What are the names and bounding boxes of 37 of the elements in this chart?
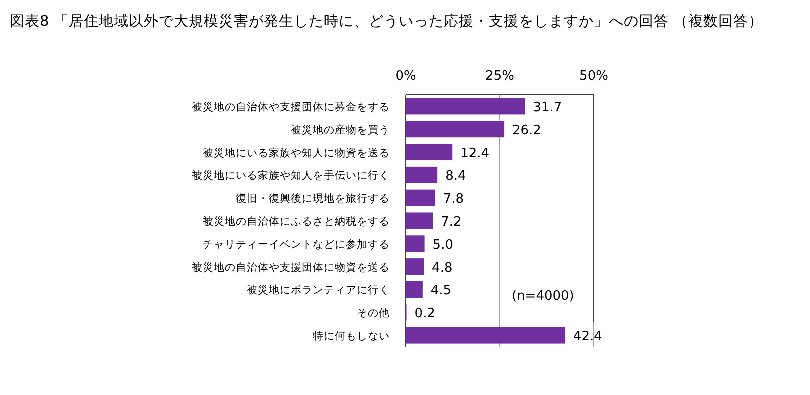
annotation: (n=4000) bbox=[512, 289, 574, 304]
y-tick-label: チャリティーイベントなどに参加する bbox=[203, 238, 390, 251]
bar bbox=[406, 236, 425, 252]
bar bbox=[406, 190, 436, 206]
y-tick-label: 被災地にボランティアに行く bbox=[247, 284, 390, 297]
y-tick-label: その他 bbox=[357, 308, 390, 320]
y-tick-label: 被災地の自治体や支援団体に物資を送る bbox=[192, 260, 390, 274]
x-tick-label: 50% bbox=[580, 69, 608, 84]
bar bbox=[406, 281, 423, 298]
data-label: 26.2 bbox=[512, 123, 542, 138]
x-tick-label: 25% bbox=[486, 69, 514, 84]
bar bbox=[406, 121, 505, 138]
bar bbox=[406, 98, 526, 115]
data-label: 31.7 bbox=[533, 100, 562, 116]
data-label: 4.8 bbox=[432, 260, 453, 276]
data-label: 12.4 bbox=[460, 146, 490, 162]
x-tick-label: 0% bbox=[396, 69, 416, 84]
data-label: 7.8 bbox=[443, 192, 464, 208]
bar bbox=[406, 327, 566, 344]
y-tick-label: 復旧・復興後に現地を旅行する bbox=[236, 192, 390, 206]
data-label: 0.2 bbox=[414, 306, 436, 322]
y-tick-label: 被災地にいる家族や知人を手伝いに行く bbox=[192, 169, 390, 182]
y-tick-label: 被災地にいる家族や知人に物資を送る bbox=[203, 146, 390, 160]
data-label: 4.5 bbox=[430, 284, 452, 299]
data-label: 5.0 bbox=[432, 238, 454, 253]
bar bbox=[406, 144, 453, 161]
y-tick-label: 被災地の自治体にふるさと納税をする bbox=[203, 215, 390, 228]
y-tick-label: 被災地の産物を買う bbox=[291, 123, 390, 136]
data-label: 8.4 bbox=[446, 169, 466, 184]
y-tick-label: 被災地の自治体や支援団体に募金をする bbox=[192, 100, 390, 114]
bar bbox=[406, 258, 424, 276]
chart-title: 図表8 「居住地域以外で大規模災害が発生した時に、どういった応援・支援をしますか」への回答 （複数回答） bbox=[10, 13, 764, 30]
y-tick-label: 特に何もしない bbox=[313, 330, 390, 343]
bar bbox=[406, 212, 434, 230]
data-label: 42.4 bbox=[573, 330, 602, 345]
data-label: 7.2 bbox=[441, 215, 462, 230]
bar bbox=[406, 166, 438, 184]
